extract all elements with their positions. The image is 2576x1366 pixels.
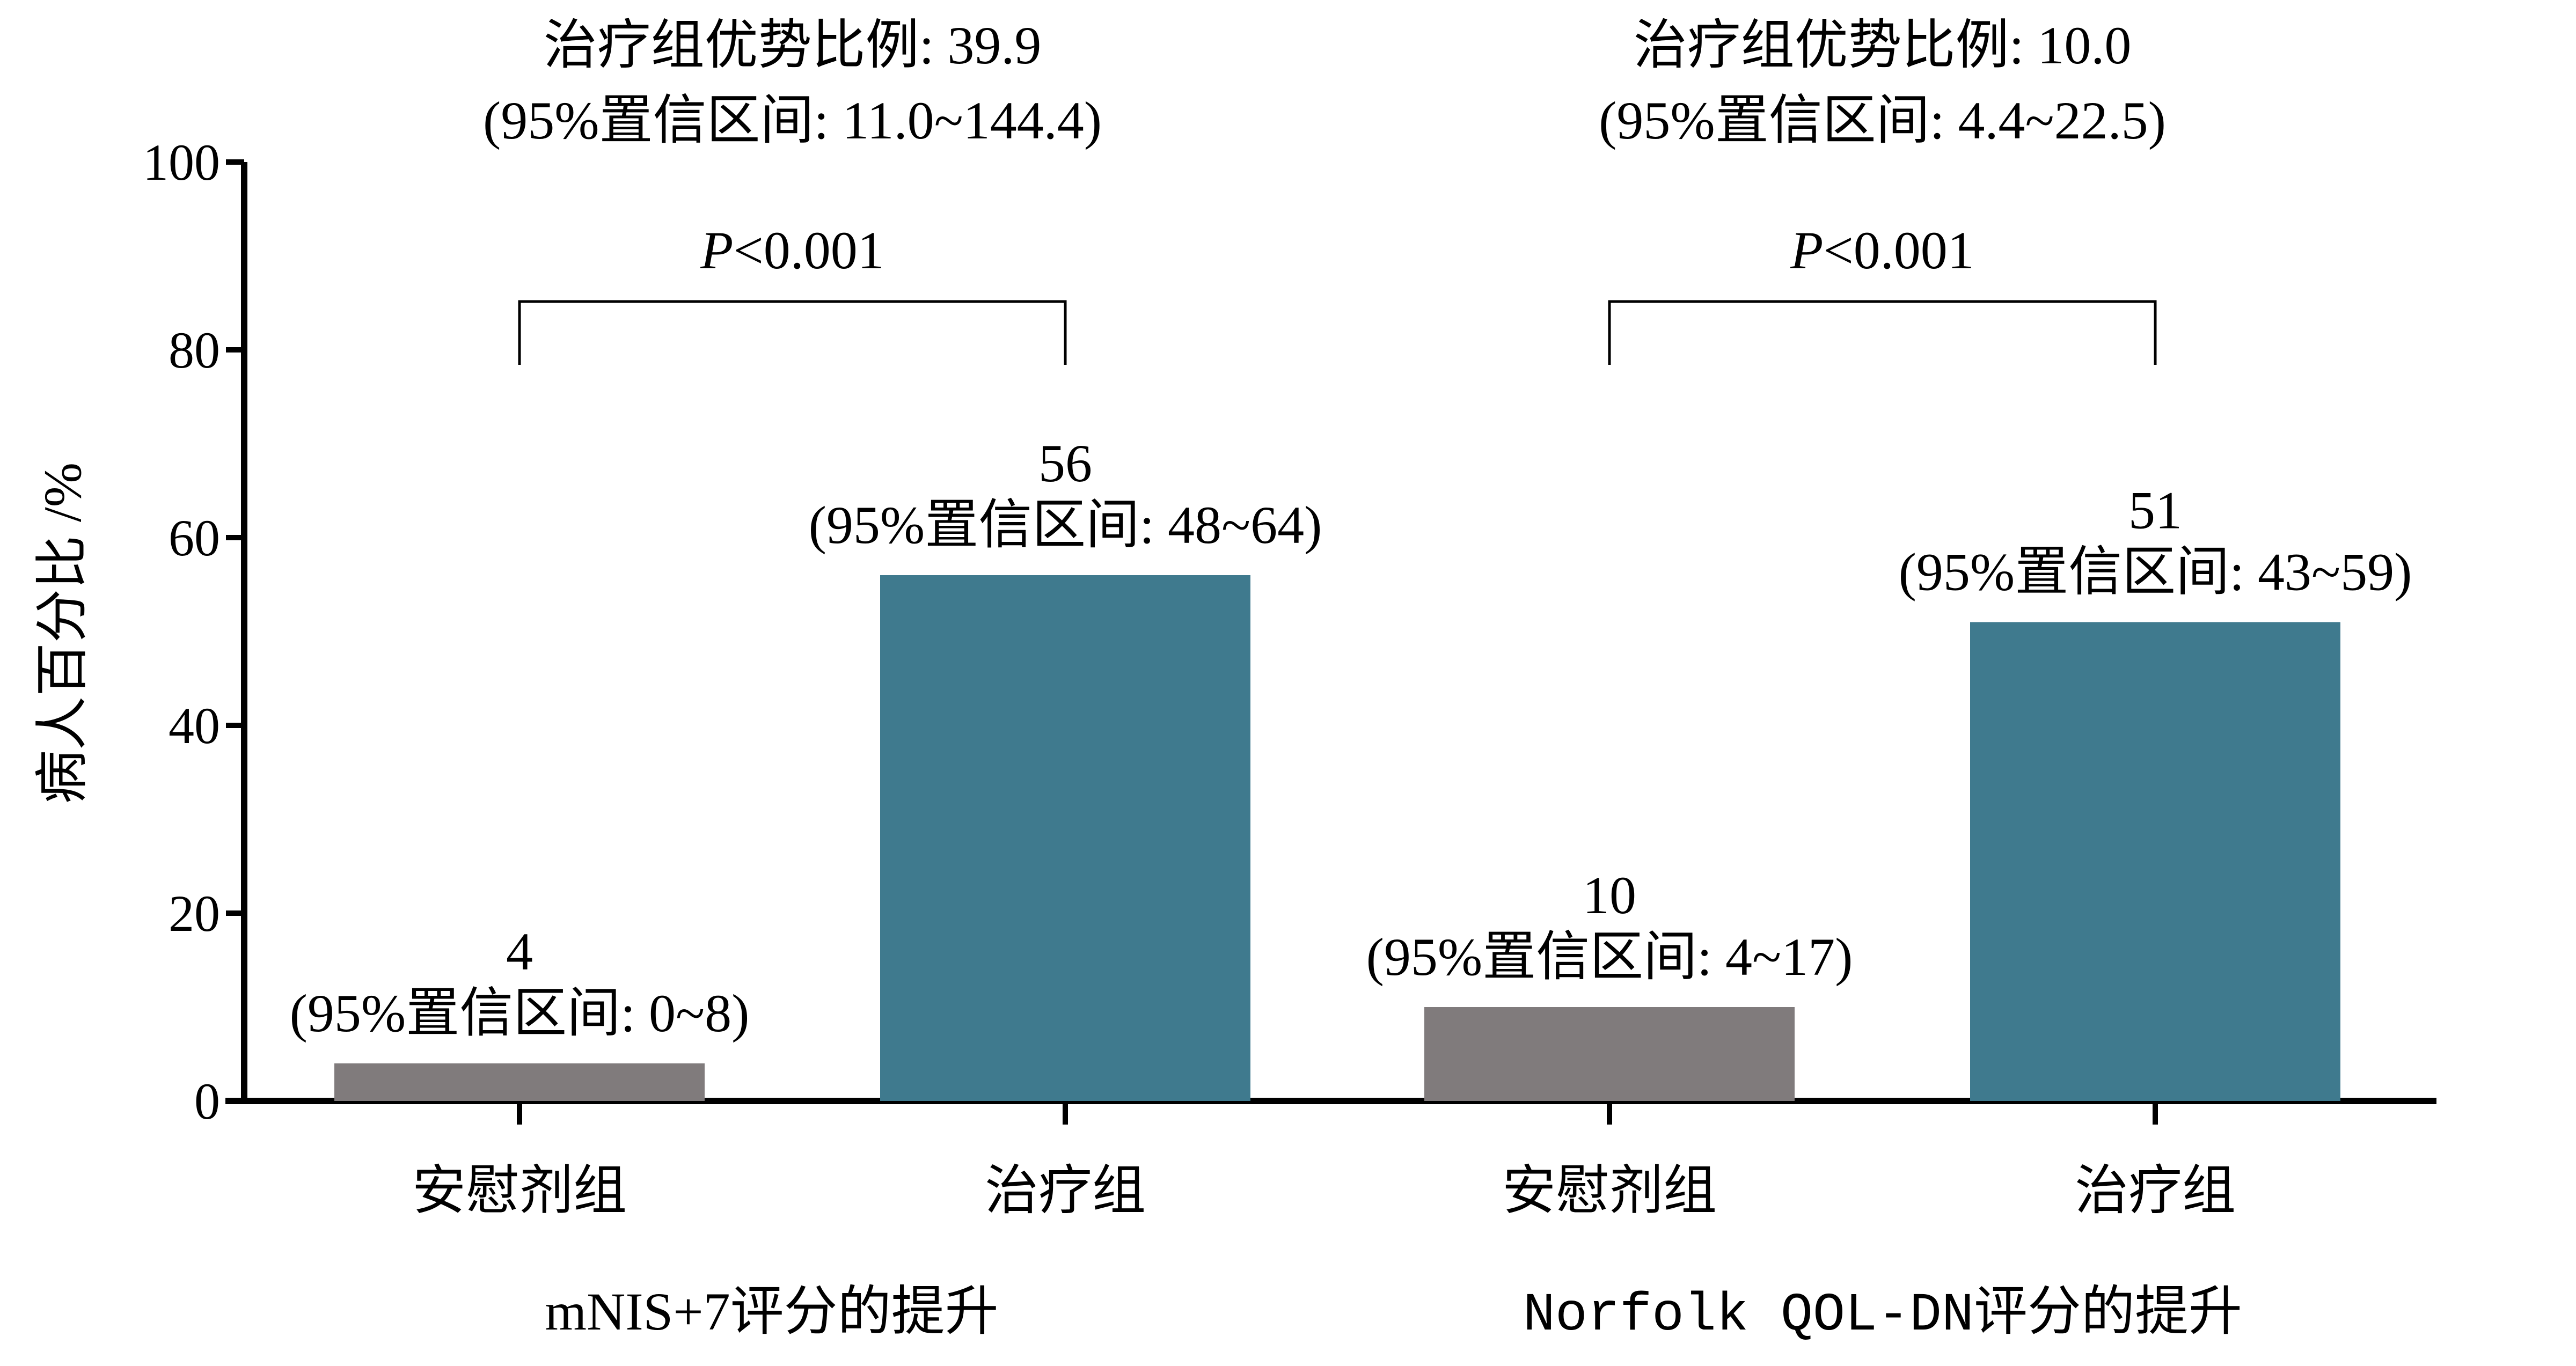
bar-labels: 4(95%置信区间: 0~8)56(95%置信区间: 48~64)10(95%置… (290, 434, 2412, 1043)
significance-bracket (1608, 300, 2157, 365)
bar-placebo (334, 1063, 705, 1101)
odds-ratio-ci-label: (95%置信区间: 4.4~22.5) (1599, 91, 2166, 150)
bar-ci-label: (95%置信区间: 4~17) (1366, 927, 1853, 987)
category-label: 安慰剂组 (1502, 1161, 1717, 1221)
group-label: mNIS+7评分的提升 (545, 1282, 998, 1341)
y-tick-label: 100 (143, 134, 220, 191)
odds-ratio-label: 治疗组优势比例: 10.0 (1634, 16, 2132, 75)
bar-value-label: 4 (506, 922, 533, 981)
bar-placebo (1424, 1007, 1795, 1101)
group-headers: 治疗组优势比例: 39.9 (95%置信区间: 11.0~144.4) 治疗组优势比… (483, 16, 2166, 150)
significance-bracket (518, 300, 1067, 365)
p-value-label: P<0.001 (700, 221, 884, 280)
y-tick-label: 0 (194, 1073, 220, 1130)
y-tick-label: 20 (169, 885, 220, 942)
y-axis-ticks: 0 20 40 60 80 100 (143, 134, 244, 1130)
y-tick-label: 80 (169, 321, 220, 379)
bar-ci-label: (95%置信区间: 0~8) (290, 983, 750, 1043)
bar-treatment (880, 575, 1250, 1101)
bar-value-label: 10 (1583, 865, 1636, 925)
category-label: 治疗组 (2075, 1161, 2236, 1221)
p-value-label: P<0.001 (1790, 221, 1974, 280)
bar-value-label: 51 (2128, 481, 2182, 540)
group-labels: mNIS+7评分的提升 Norfolk QOL-DN评分的提升 (545, 1282, 2242, 1346)
group-label: Norfolk QOL-DN评分的提升 (1523, 1284, 2242, 1346)
bar-value-label: 56 (1038, 434, 1092, 493)
odds-ratio-label: 治疗组优势比例: 39.9 (544, 16, 1042, 75)
bar-treatment (1970, 622, 2340, 1101)
bars (334, 575, 2340, 1101)
category-labels: 安慰剂组 治疗组 安慰剂组 治疗组 (412, 1161, 2236, 1221)
x-axis-ticks (517, 1101, 2158, 1125)
y-tick-label: 40 (169, 697, 220, 754)
category-label: 安慰剂组 (412, 1161, 627, 1221)
significance-brackets: P<0.001 P<0.001 (518, 221, 2157, 365)
bar-ci-label: (95%置信区间: 43~59) (1899, 542, 2412, 602)
y-axis-label: 病人百分比 /% (33, 462, 92, 804)
category-label: 治疗组 (985, 1161, 1146, 1221)
bar-ci-label: (95%置信区间: 48~64) (809, 495, 1322, 555)
y-tick-label: 60 (169, 509, 220, 567)
odds-ratio-ci-label: (95%置信区间: 11.0~144.4) (483, 91, 1102, 150)
